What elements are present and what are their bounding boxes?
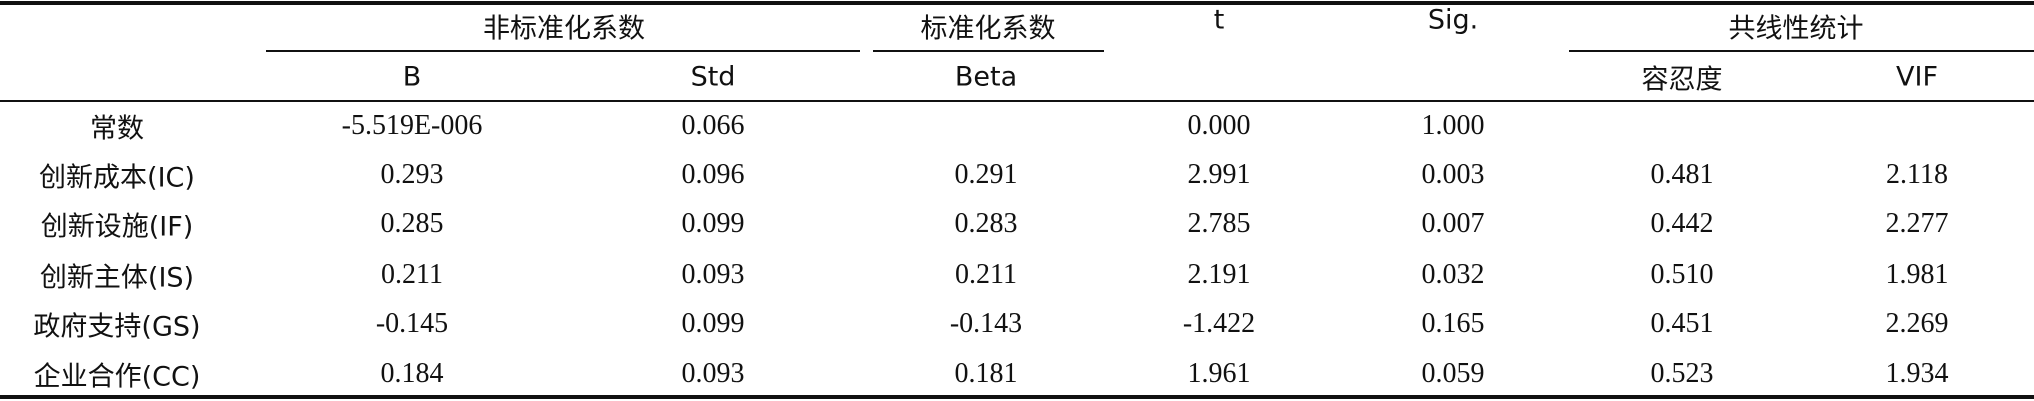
cell-value: 2.991 — [1187, 159, 1251, 190]
group-header: 非标准化系数 — [483, 13, 645, 45]
cell-value: 1.961 — [1187, 358, 1251, 389]
cell-value: 1.981 — [1885, 259, 1949, 290]
cell-value: 1.000 — [1421, 110, 1485, 141]
group-header: Sig. — [1427, 4, 1479, 36]
cell-value: 0.003 — [1421, 159, 1485, 190]
cell-value: 0.291 — [954, 159, 1018, 190]
cell-value: -0.145 — [375, 308, 449, 339]
group-header: 标准化系数 — [920, 13, 1056, 45]
cell-value: 2.269 — [1885, 308, 1949, 339]
group-rule — [873, 50, 1104, 52]
cell-value: 0.285 — [380, 208, 444, 239]
row-label: 常数 — [90, 113, 144, 145]
row-label: 政府支持(GS) — [33, 311, 201, 343]
cell-value: 0.032 — [1421, 259, 1485, 290]
cell-value: 2.118 — [1886, 159, 1948, 190]
cell-value: 0.283 — [954, 208, 1018, 239]
cell-value: 0.181 — [954, 358, 1018, 389]
cell-value: 0.442 — [1650, 208, 1714, 239]
cell-value: 0.099 — [681, 208, 745, 239]
cell-value: 0.165 — [1421, 308, 1485, 339]
cell-value: 0.093 — [681, 358, 745, 389]
sub-header: 容忍度 — [1641, 64, 1723, 96]
cell-value: 2.277 — [1885, 208, 1949, 239]
group-rule — [266, 50, 860, 52]
sub-header: Std — [690, 61, 736, 93]
cell-value: 1.934 — [1885, 358, 1949, 389]
group-header: 共线性统计 — [1728, 13, 1864, 45]
sub-header: Beta — [954, 61, 1018, 93]
cell-value: 0.000 — [1187, 110, 1251, 141]
cell-value: 0.481 — [1650, 159, 1714, 190]
cell-value: 0.007 — [1421, 208, 1485, 239]
cell-value: 0.099 — [681, 308, 745, 339]
cell-value: 0.211 — [955, 259, 1017, 290]
cell-value: 0.211 — [381, 259, 443, 290]
sub-header: VIF — [1896, 61, 1938, 93]
row-label: 创新成本(IC) — [39, 162, 195, 194]
row-label: 创新设施(IF) — [40, 211, 194, 243]
cell-value: 0.093 — [681, 259, 745, 290]
cell-value: 0.451 — [1650, 308, 1714, 339]
header-rule — [0, 100, 2034, 102]
row-label: 企业合作(CC) — [33, 361, 201, 393]
cell-value: 0.096 — [681, 159, 745, 190]
cell-value: -0.143 — [949, 308, 1023, 339]
cell-value: 0.184 — [380, 358, 444, 389]
sub-header: B — [402, 61, 422, 93]
bottom-rule — [0, 395, 2034, 399]
group-header: t — [1213, 4, 1225, 36]
top-rule — [0, 1, 2034, 5]
cell-value: 0.066 — [681, 110, 745, 141]
cell-value: 0.293 — [380, 159, 444, 190]
cell-value: 2.785 — [1187, 208, 1251, 239]
cell-value: -5.519E-006 — [341, 110, 483, 141]
group-rule — [1569, 50, 2034, 52]
cell-value: 2.191 — [1187, 259, 1251, 290]
row-label: 创新主体(IS) — [39, 262, 195, 294]
cell-value: -1.422 — [1182, 308, 1256, 339]
cell-value: 0.510 — [1650, 259, 1714, 290]
cell-value: 0.059 — [1421, 358, 1485, 389]
cell-value: 0.523 — [1650, 358, 1714, 389]
